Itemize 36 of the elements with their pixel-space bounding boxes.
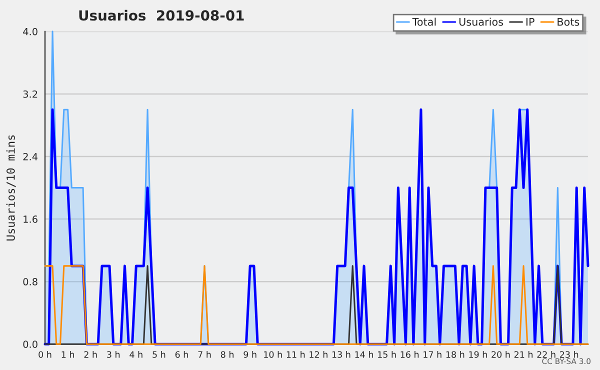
x-tick-label: 8 h <box>220 351 234 358</box>
x-tick-label: 18 h <box>446 351 464 358</box>
legend-label: IP <box>526 18 534 26</box>
x-tick-label: 3 h <box>107 351 120 358</box>
y-tick-label: 1.6 <box>24 216 38 223</box>
x-tick-label: 0 h <box>38 351 52 358</box>
x-tick-label: 15 h <box>378 351 396 358</box>
y-tick-label: 3.2 <box>23 90 38 98</box>
x-tick-label: 19 h <box>469 351 487 358</box>
x-tick-label: 20 h <box>492 351 510 358</box>
legend-label: Usuarios <box>459 18 504 26</box>
x-tick-label: 17 h <box>424 351 442 358</box>
y-axis-title: Usuarios/10 mins <box>6 135 16 240</box>
x-tick-label: 5 h <box>152 351 166 358</box>
y-tick-label: 0.8 <box>23 278 38 286</box>
legend-label: Total <box>412 18 436 26</box>
legend-label: Bots <box>558 18 580 26</box>
x-tick-label: 12 h <box>310 351 328 358</box>
x-tick-label: 11 h <box>286 351 305 358</box>
x-tick-label: 1 h <box>62 351 74 358</box>
x-tick-label: 4 h <box>130 351 142 358</box>
x-tick-label: 23 h <box>560 351 578 358</box>
x-tick-label: 6 h <box>175 351 188 358</box>
x-tick-label: 21 h <box>514 351 533 358</box>
x-tick-label: 16 h <box>400 351 419 358</box>
x-tick-label: 22 h <box>537 351 556 358</box>
x-tick-label: 14 h <box>355 351 373 358</box>
x-tick-label: 2 h <box>84 351 97 358</box>
y-tick-label: 0.0 <box>23 340 38 348</box>
x-tick-label: 7 h <box>198 351 211 358</box>
chart-title: Usuarios 2019-08-01 <box>79 10 244 21</box>
y-tick-label: 2.4 <box>23 152 38 160</box>
y-tick-label: 4.0 <box>23 28 38 36</box>
x-tick-label: 13 h <box>332 351 350 358</box>
x-tick-label: 10 h <box>264 351 282 358</box>
x-tick-label: 9 h <box>244 351 256 358</box>
